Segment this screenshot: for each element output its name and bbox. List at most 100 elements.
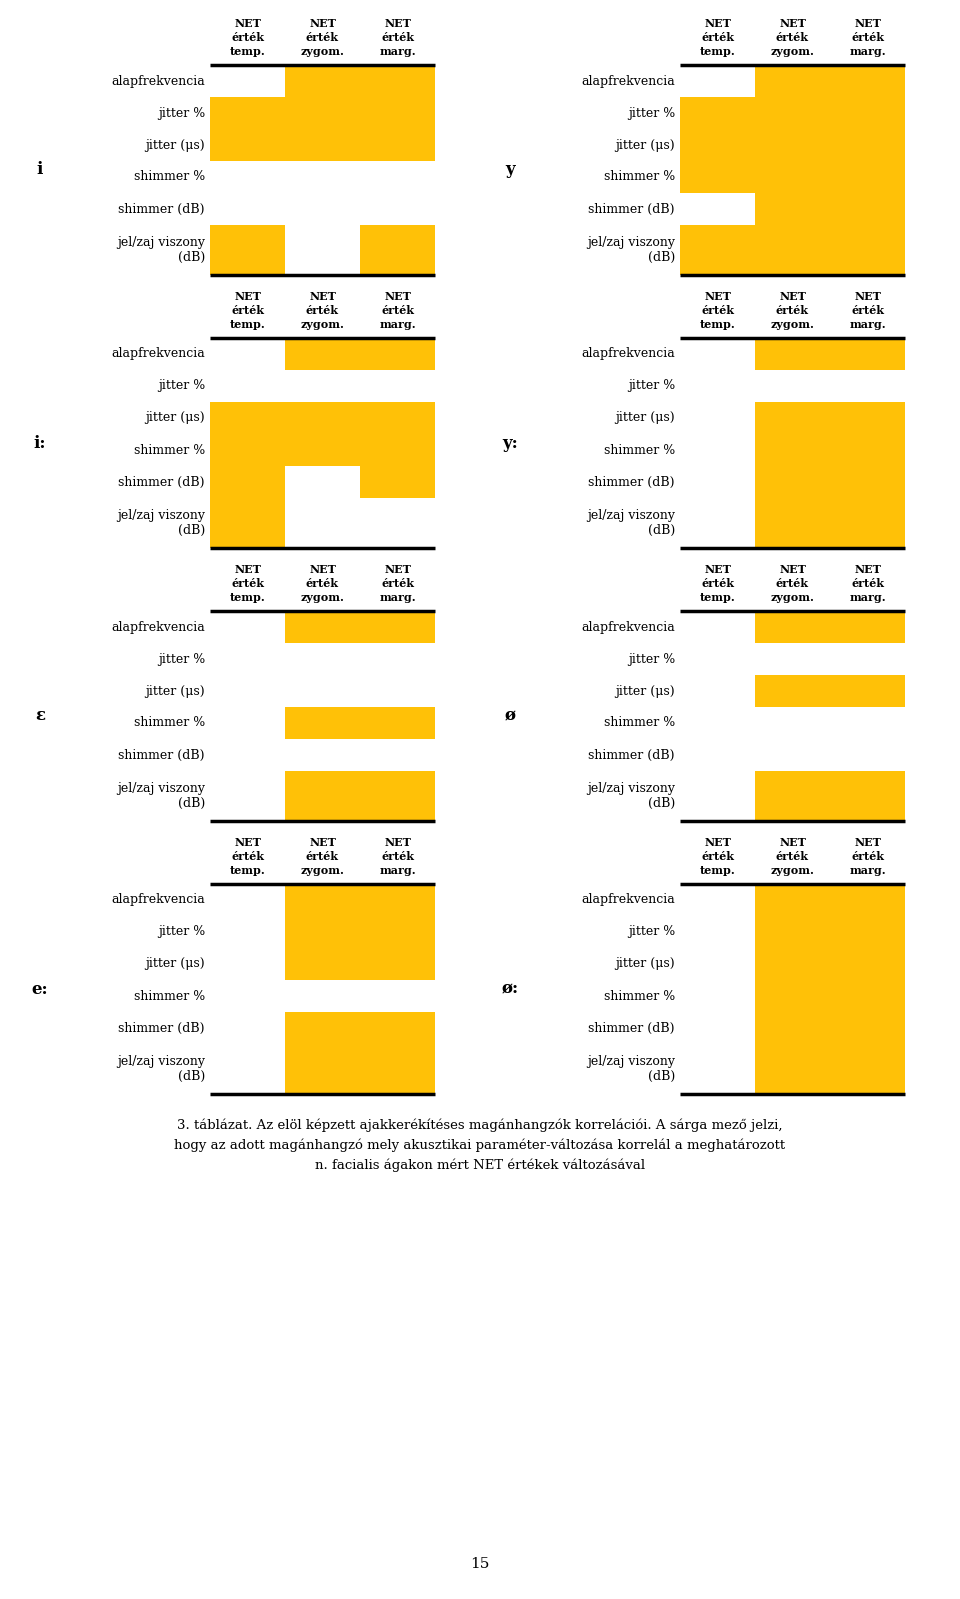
Bar xyxy=(755,643,830,675)
Bar xyxy=(755,497,830,548)
Bar xyxy=(830,225,905,275)
Bar xyxy=(360,739,435,771)
Bar xyxy=(680,1044,755,1094)
Text: shimmer (dB): shimmer (dB) xyxy=(118,1022,205,1035)
Text: jel/zaj viszony
(dB): jel/zaj viszony (dB) xyxy=(587,508,675,537)
Text: jitter %: jitter % xyxy=(628,652,675,665)
Bar xyxy=(680,130,755,161)
Bar xyxy=(210,771,285,820)
Text: alapfrekvencia: alapfrekvencia xyxy=(111,894,205,907)
Bar xyxy=(210,643,285,675)
Text: alapfrekvencia: alapfrekvencia xyxy=(111,347,205,360)
Bar xyxy=(360,643,435,675)
Text: NET
érték
zygom.: NET érték zygom. xyxy=(771,564,814,603)
Text: jitter (μs): jitter (μs) xyxy=(145,684,205,697)
Text: jel/zaj viszony
(dB): jel/zaj viszony (dB) xyxy=(117,782,205,809)
Bar xyxy=(755,980,830,1012)
Text: i:: i: xyxy=(34,435,46,451)
Bar xyxy=(285,643,360,675)
Bar xyxy=(360,771,435,820)
Bar xyxy=(210,884,285,916)
Bar xyxy=(755,675,830,707)
Text: jitter %: jitter % xyxy=(157,926,205,939)
Bar xyxy=(360,66,435,98)
Text: jitter (μs): jitter (μs) xyxy=(615,139,675,152)
Text: NET
érték
marg.: NET érték marg. xyxy=(379,564,416,603)
Bar xyxy=(285,193,360,225)
Text: NET
érték
temp.: NET érték temp. xyxy=(229,18,265,56)
Text: shimmer %: shimmer % xyxy=(133,990,205,1003)
Bar xyxy=(285,884,360,916)
Bar xyxy=(755,98,830,130)
Text: jitter %: jitter % xyxy=(157,652,205,665)
Bar xyxy=(285,130,360,161)
Text: jel/zaj viszony
(dB): jel/zaj viszony (dB) xyxy=(587,1055,675,1083)
Bar xyxy=(830,707,905,739)
Bar xyxy=(830,193,905,225)
Text: shimmer %: shimmer % xyxy=(133,171,205,184)
Bar xyxy=(680,66,755,98)
Text: shimmer (dB): shimmer (dB) xyxy=(588,748,675,761)
Text: i: i xyxy=(36,161,43,179)
Text: NET
érték
marg.: NET érték marg. xyxy=(850,18,886,56)
Text: jitter %: jitter % xyxy=(628,107,675,120)
Bar xyxy=(210,401,285,433)
Bar xyxy=(210,707,285,739)
Bar xyxy=(755,1012,830,1044)
Bar xyxy=(285,980,360,1012)
Bar xyxy=(285,1012,360,1044)
Bar xyxy=(830,771,905,820)
Bar xyxy=(830,161,905,193)
Bar xyxy=(830,739,905,771)
Bar xyxy=(830,948,905,980)
Bar xyxy=(210,465,285,497)
Bar xyxy=(360,225,435,275)
Bar xyxy=(755,611,830,643)
Text: NET
érték
zygom.: NET érték zygom. xyxy=(300,18,345,56)
Text: NET
érték
temp.: NET érték temp. xyxy=(229,291,265,329)
Bar xyxy=(210,916,285,948)
Text: ε: ε xyxy=(35,707,45,724)
Text: NET
érték
marg.: NET érték marg. xyxy=(379,18,416,56)
Bar xyxy=(285,916,360,948)
Bar xyxy=(210,369,285,401)
Bar xyxy=(830,369,905,401)
Bar xyxy=(360,980,435,1012)
Bar xyxy=(830,401,905,433)
Bar xyxy=(680,643,755,675)
Text: NET
érték
marg.: NET érték marg. xyxy=(850,564,886,603)
Bar xyxy=(360,161,435,193)
Bar xyxy=(755,66,830,98)
Bar xyxy=(210,433,285,465)
Bar xyxy=(755,193,830,225)
Bar xyxy=(680,98,755,130)
Bar xyxy=(285,433,360,465)
Bar xyxy=(285,771,360,820)
Bar xyxy=(210,675,285,707)
Bar xyxy=(285,66,360,98)
Bar xyxy=(360,433,435,465)
Text: shimmer %: shimmer % xyxy=(133,716,205,729)
Bar xyxy=(830,98,905,130)
Bar xyxy=(285,675,360,707)
Bar xyxy=(360,1012,435,1044)
Text: alapfrekvencia: alapfrekvencia xyxy=(581,347,675,360)
Bar xyxy=(360,369,435,401)
Text: alapfrekvencia: alapfrekvencia xyxy=(111,620,205,633)
Text: NET
érték
temp.: NET érték temp. xyxy=(700,291,735,329)
Bar xyxy=(210,130,285,161)
Text: jitter (μs): jitter (μs) xyxy=(615,958,675,971)
Bar xyxy=(755,369,830,401)
Bar xyxy=(210,611,285,643)
Text: jitter %: jitter % xyxy=(157,379,205,392)
Bar xyxy=(830,465,905,497)
Text: NET
érték
temp.: NET érték temp. xyxy=(229,564,265,603)
Text: ø: ø xyxy=(505,707,516,724)
Bar xyxy=(360,337,435,369)
Text: jel/zaj viszony
(dB): jel/zaj viszony (dB) xyxy=(117,508,205,537)
Bar xyxy=(680,980,755,1012)
Bar xyxy=(755,465,830,497)
Bar xyxy=(210,1044,285,1094)
Bar xyxy=(680,161,755,193)
Text: NET
érték
temp.: NET érték temp. xyxy=(700,838,735,876)
